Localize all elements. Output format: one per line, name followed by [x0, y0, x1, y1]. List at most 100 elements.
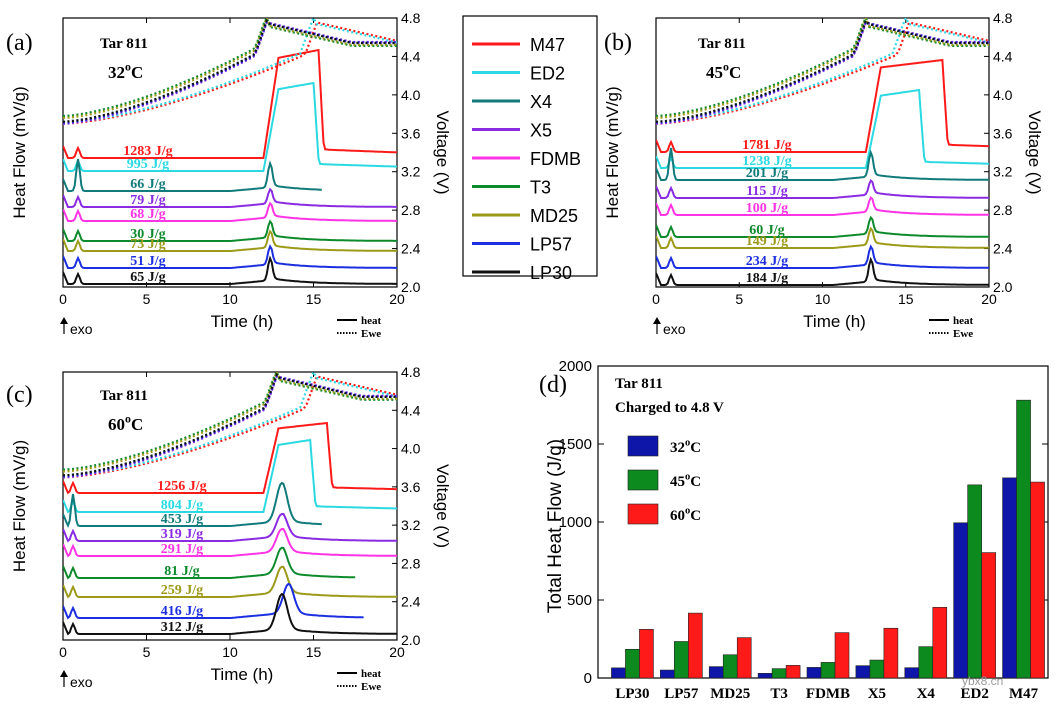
bar-ed2-32	[953, 522, 968, 679]
heat-value-label: 66 J/g	[130, 177, 165, 192]
panel-b: (b) Tar 811 45oC 0 5 10 15 202.0 2.4 2.8 3.2 3.6 4.0…	[603, 10, 1044, 340]
x-tick-label: 0	[652, 291, 660, 307]
heat-curve-x5	[656, 178, 989, 199]
bar-fdmb-60	[834, 632, 850, 679]
category-label: FDMB	[806, 686, 850, 702]
voltage-tick-label: 2.4	[401, 594, 421, 610]
heat-value-label: 201 J/g	[746, 166, 788, 181]
x-axis-label: Time (h)	[803, 312, 866, 331]
bar-lp30-32	[611, 667, 626, 679]
heat-value-label: 453 J/g	[161, 512, 203, 527]
voltage-tick-label: 4.0	[401, 87, 421, 103]
panel-a: (a) Tar 811 32oC 0 5 10 15 202.0 2.4 2.8 3.2 3.6 4.0…	[6, 10, 452, 340]
bar-t3-32	[757, 673, 773, 679]
electrolyte-legend: M47 ED2 X4 X5 FDMB T3 MD25 LP57 LP30	[462, 15, 598, 283]
voltage-tick-label: 2.0	[401, 279, 421, 295]
chart-title: Tar 811	[615, 376, 663, 392]
voltage-tick-label: 2.8	[401, 202, 421, 218]
voltage-curve-ed2	[656, 18, 989, 124]
voltage-tick-label: 4.8	[993, 10, 1013, 26]
heat-value-label: 319 J/g	[161, 527, 203, 542]
voltage-tick-label: 2.4	[401, 241, 421, 257]
x-tick-label: 10	[222, 644, 238, 660]
voltage-curve-lp30	[656, 18, 989, 123]
panel-c: (c) Tar 811 60oC 0 5 10 15 202.0 2.4 2.8 3.2 3.6 4.0…	[6, 364, 452, 693]
heat-curve-m47	[63, 421, 397, 495]
voltage-tick-label: 3.6	[993, 125, 1013, 141]
panel-label: (b)	[604, 30, 632, 56]
cell-title: Tar 811	[698, 36, 746, 52]
y-axis-label: Heat Flow (mV/g)	[10, 440, 29, 572]
bar-ed2-45	[967, 484, 982, 679]
heat-value-label: 804 J/g	[161, 498, 203, 513]
voltage-tick-label: 4.0	[993, 87, 1013, 103]
voltage-tick-label: 4.8	[401, 364, 421, 380]
bar-m47-60	[1030, 481, 1045, 679]
heat-curve-ed2	[63, 438, 397, 514]
heat-value-label: 1256 J/g	[157, 479, 206, 494]
panel-label: (a)	[6, 30, 33, 56]
heat-value-label: 259 J/g	[161, 583, 203, 598]
x-tick-label: 20	[981, 291, 997, 307]
legend-label-m47: M47	[530, 35, 565, 55]
heat-value-label: 30 J/g	[130, 227, 165, 242]
voltage-tick-label: 3.6	[401, 479, 421, 495]
temperature-label: 32oC	[108, 59, 143, 82]
legend-label-lp30: LP30	[530, 263, 572, 283]
y-axis-label: Total Heat Flow (J/g)	[545, 439, 566, 613]
heat-curve-x4	[63, 158, 322, 192]
legend-label-t3: T3	[530, 178, 551, 198]
x-tick-label: 10	[815, 291, 831, 307]
legend-swatch	[627, 435, 659, 457]
x-tick-label: 0	[59, 291, 67, 307]
heat-value-label: 60 J/g	[749, 223, 784, 238]
voltage-curve-lp30	[63, 18, 397, 123]
voltage-tick-label: 4.4	[993, 48, 1013, 64]
y-tick-label: 500	[567, 592, 592, 609]
bar-fdmb-32	[806, 667, 822, 679]
chart-subtitle: Charged to 4.8 V	[615, 400, 724, 416]
voltage-curve-lp30	[63, 372, 397, 477]
legend-heat-label: heat	[361, 668, 382, 680]
heat-curve-lp57	[63, 582, 364, 620]
curves	[63, 372, 397, 636]
cell-title: Tar 811	[100, 36, 148, 52]
category-label: LP30	[615, 686, 649, 702]
y-tick-label: 2000	[559, 358, 592, 375]
legend-swatch	[627, 469, 659, 491]
cell-title: Tar 811	[100, 388, 148, 404]
x-tick-label: 20	[389, 291, 405, 307]
category-label: X4	[917, 686, 936, 702]
voltage-curve-ed2	[63, 18, 397, 124]
heat-curve-t3	[63, 219, 397, 242]
voltage-tick-label: 2.8	[993, 202, 1013, 218]
category-label: X5	[868, 686, 886, 702]
x-tick-label: 0	[59, 644, 67, 660]
bar-lp57-32	[660, 669, 675, 679]
x-tick-label: 15	[898, 291, 914, 307]
plot-frame	[62, 17, 398, 288]
voltage-tick-label: 4.4	[401, 402, 421, 418]
x-axis-label: Time (h)	[211, 312, 274, 331]
bar-lp30-60	[639, 629, 654, 679]
temperature-label: 60oC	[108, 411, 143, 434]
watermark: ybx8.cn	[962, 674, 1004, 688]
x-tick-label: 10	[222, 291, 238, 307]
heat-value-label: 68 J/g	[130, 207, 165, 222]
heat-value-label: 65 J/g	[130, 270, 165, 285]
bar-md25-32	[708, 666, 724, 679]
panel-d: (d) Tar 811 Charged to 4.8 V 0 500 1000 1500 20…	[539, 358, 1049, 702]
legend-box	[462, 15, 598, 277]
bar-t3-45	[771, 668, 787, 679]
heat-value-label: 1781 J/g	[742, 138, 791, 153]
voltage-tick-label: 4.0	[401, 441, 421, 457]
voltage-curve-ed2	[63, 372, 397, 478]
bar-x5-32	[855, 665, 871, 679]
voltage-curve-md25	[63, 18, 397, 119]
heat-value-label: 291 J/g	[161, 542, 203, 557]
panel-label: (d)	[539, 372, 567, 398]
x-tick-label: 15	[306, 291, 322, 307]
y-axis-label: Heat Flow (mV/g)	[10, 86, 29, 218]
heat-value-label: 149 J/g	[746, 234, 788, 249]
heat-curve-ed2	[63, 81, 397, 172]
